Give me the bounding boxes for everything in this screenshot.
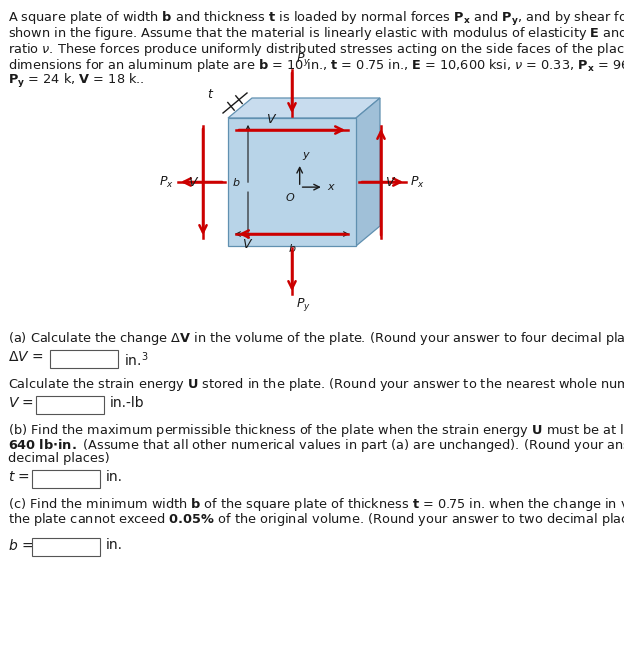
Text: in.$^3$: in.$^3$ [124, 350, 149, 368]
Text: decimal places): decimal places) [8, 452, 110, 465]
Text: dimensions for an aluminum plate are $\bf{b}$ = 10 in., $\bf{t}$ = 0.75 in., $\b: dimensions for an aluminum plate are $\b… [8, 57, 624, 73]
Text: $\bf{640}$ $\bf{lb{\cdot}in.}$ (Assume that all other numerical values in part (: $\bf{640}$ $\bf{lb{\cdot}in.}$ (Assume t… [8, 437, 624, 454]
Text: ratio $\nu$. These forces produce uniformly distributed stresses acting on the s: ratio $\nu$. These forces produce unifor… [8, 41, 624, 58]
Text: $V$: $V$ [242, 238, 253, 251]
Text: (b) Find the maximum permissible thickness of the plate when the strain energy $: (b) Find the maximum permissible thickne… [8, 422, 624, 439]
Text: (a) Calculate the change $\Delta\bf{V}$ in the volume of the plate. (Round your : (a) Calculate the change $\Delta\bf{V}$ … [8, 330, 624, 347]
Text: $x$: $x$ [327, 182, 336, 192]
Text: $t$ =: $t$ = [8, 470, 30, 484]
Text: $b$ =: $b$ = [8, 538, 33, 553]
Text: $P_x$: $P_x$ [410, 174, 425, 189]
Text: $V$: $V$ [188, 176, 199, 189]
Text: $V$: $V$ [385, 176, 396, 189]
Text: $O$: $O$ [285, 191, 296, 203]
Text: $P_y$: $P_y$ [296, 51, 311, 68]
Text: $\Delta V$ =: $\Delta V$ = [8, 350, 44, 364]
Text: Calculate the strain energy $\bf{U}$ stored in the plate. (Round your answer to : Calculate the strain energy $\bf{U}$ sto… [8, 376, 624, 393]
Bar [36, 396, 104, 414]
Text: $V$ =: $V$ = [8, 396, 34, 410]
Text: in.: in. [106, 470, 123, 484]
Text: in.-lb: in.-lb [110, 396, 145, 410]
Bar [50, 350, 118, 368]
Polygon shape [228, 98, 380, 118]
Text: $P_y$: $P_y$ [296, 296, 311, 313]
Polygon shape [356, 98, 380, 246]
Text: $\bf{P}_y$ = 24 k, $\bf{V}$ = 18 k..: $\bf{P}_y$ = 24 k, $\bf{V}$ = 18 k.. [8, 72, 145, 90]
Text: in.: in. [106, 538, 123, 552]
Text: $V$: $V$ [266, 113, 278, 126]
Text: (c) Find the minimum width $\bf{b}$ of the square plate of thickness $\bf{t}$ = : (c) Find the minimum width $\bf{b}$ of t… [8, 496, 624, 513]
Text: A square plate of width $\bf{b}$ and thickness $\bf{t}$ is loaded by normal forc: A square plate of width $\bf{b}$ and thi… [8, 10, 624, 28]
Text: the plate cannot exceed $\bf{0.05\%}$ of the original volume. (Round your answer: the plate cannot exceed $\bf{0.05\%}$ of… [8, 511, 624, 528]
Bar [32, 538, 100, 556]
Text: $b$: $b$ [233, 176, 241, 188]
Bar [32, 470, 100, 488]
Polygon shape [228, 118, 356, 246]
Text: $P_x$: $P_x$ [159, 174, 174, 189]
Text: shown in the figure. Assume that the material is linearly elastic with modulus o: shown in the figure. Assume that the mat… [8, 26, 624, 42]
Text: $b$: $b$ [288, 242, 296, 254]
Text: $y$: $y$ [301, 150, 311, 162]
Text: $t$: $t$ [207, 88, 215, 102]
